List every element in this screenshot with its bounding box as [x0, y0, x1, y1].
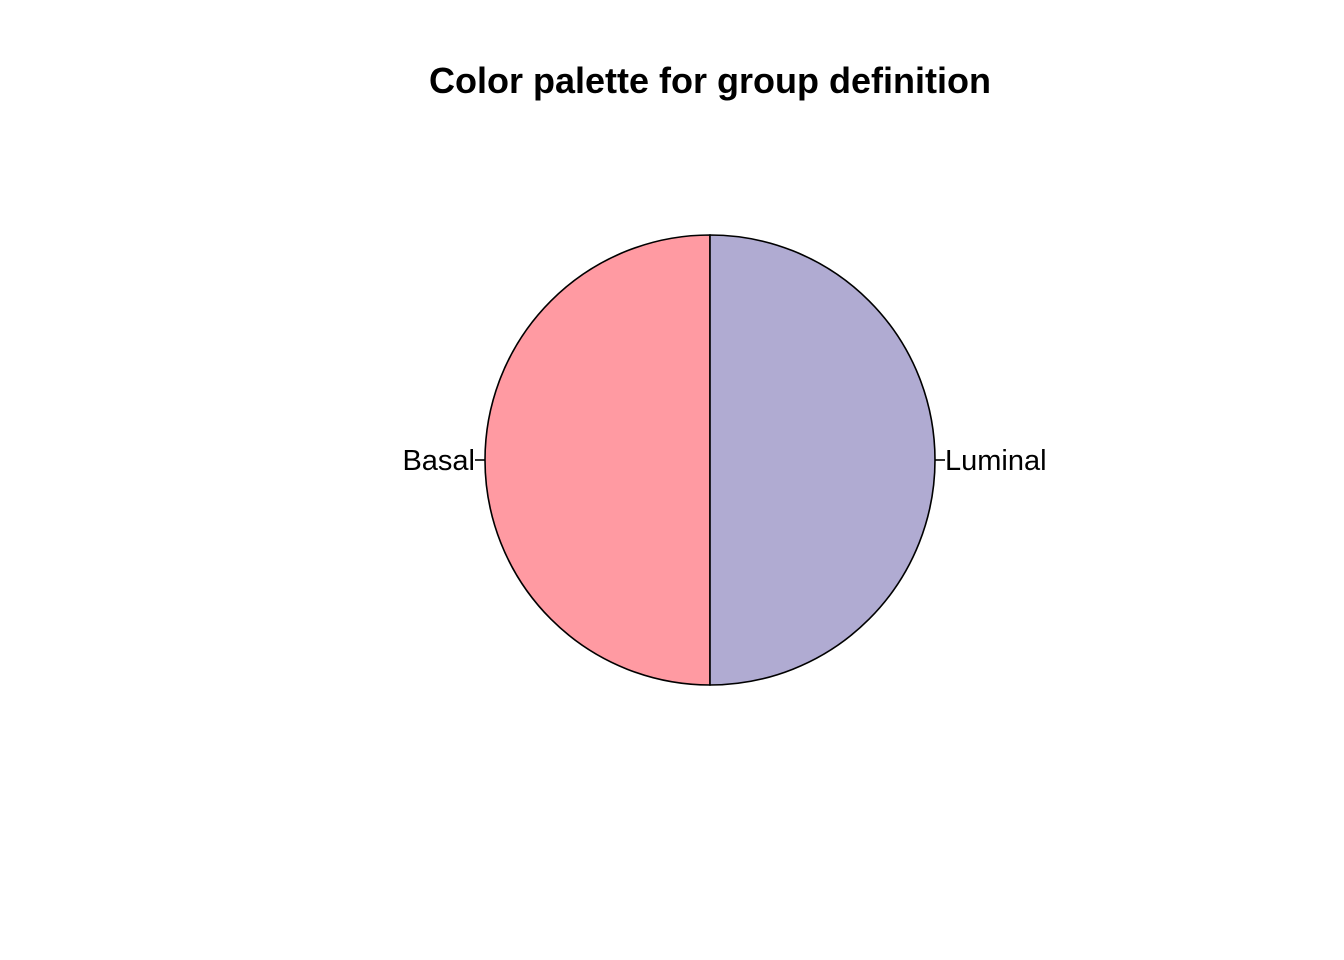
- slice-label-luminal: Luminal: [945, 445, 1047, 477]
- chart-title: Color palette for group definition: [429, 60, 991, 101]
- slice-label-basal: Basal: [402, 445, 475, 477]
- pie-slice-luminal: [709, 234, 936, 686]
- slice-labels: Basal Luminal: [402, 445, 1046, 477]
- pie-slices: [484, 234, 936, 686]
- pie-slice-basal: [484, 234, 711, 686]
